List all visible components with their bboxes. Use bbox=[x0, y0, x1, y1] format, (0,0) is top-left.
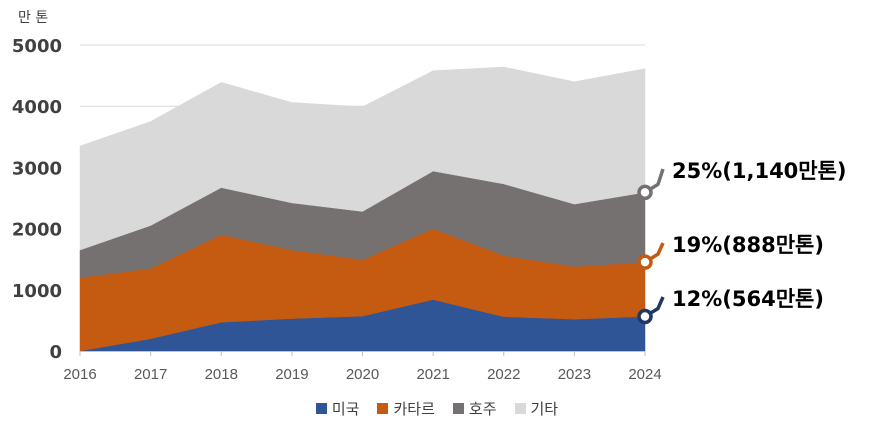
y-tick-label: 0 bbox=[49, 342, 62, 363]
callout-marker bbox=[637, 308, 653, 325]
legend-swatch bbox=[377, 403, 389, 414]
legend-label: 미국 bbox=[331, 400, 360, 418]
legend-swatch bbox=[315, 403, 327, 414]
y-tick-label: 1000 bbox=[12, 281, 62, 302]
x-tick-label: 2023 bbox=[558, 366, 591, 383]
x-tick-label: 2019 bbox=[275, 366, 308, 383]
y-tick-label: 2000 bbox=[12, 220, 62, 241]
legend-item: 호주 bbox=[452, 398, 497, 419]
x-tick-label: 2020 bbox=[346, 366, 379, 383]
y-unit-label: 만 톤 bbox=[18, 10, 48, 26]
legend-label: 기타 bbox=[530, 400, 559, 418]
x-tick-label: 2022 bbox=[487, 366, 520, 383]
callout-marker bbox=[637, 254, 653, 270]
legend-item: 기타 bbox=[514, 398, 559, 419]
callout-label: 12%(564만톤) bbox=[672, 287, 824, 311]
x-tick-label: 2017 bbox=[134, 366, 167, 383]
y-tick-label: 4000 bbox=[12, 97, 62, 118]
callout-marker bbox=[637, 184, 653, 201]
callout-label: 19%(888만톤) bbox=[672, 233, 824, 257]
legend-label: 호주 bbox=[468, 400, 497, 418]
callout-annotations: 25%(1,140만톤) 19%(888만톤) 12%(564만톤) bbox=[637, 159, 847, 325]
x-tick-label: 2021 bbox=[416, 366, 449, 383]
x-tick-label: 2018 bbox=[205, 366, 238, 383]
y-tick-label: 5000 bbox=[12, 36, 62, 57]
legend-swatch bbox=[514, 403, 526, 414]
x-tick-label: 2016 bbox=[63, 366, 96, 383]
legend-item: 미국 bbox=[315, 398, 360, 419]
legend: 미국 카타르 호주 기타 bbox=[0, 398, 874, 419]
x-tick-label: 2024 bbox=[628, 366, 661, 383]
legend-item: 카타르 bbox=[377, 398, 435, 419]
legend-label: 카타르 bbox=[393, 400, 435, 418]
y-axis-ticks: 0 1000 2000 3000 4000 5000 bbox=[12, 36, 62, 363]
stacked-areas bbox=[79, 66, 646, 352]
x-axis-ticks: 2016 2017 2018 2019 2020 2021 2022 2023 2024 bbox=[63, 351, 662, 383]
legend-swatch bbox=[452, 403, 464, 414]
callout-label: 25%(1,140만톤) bbox=[672, 159, 847, 183]
y-tick-label: 3000 bbox=[12, 158, 62, 179]
